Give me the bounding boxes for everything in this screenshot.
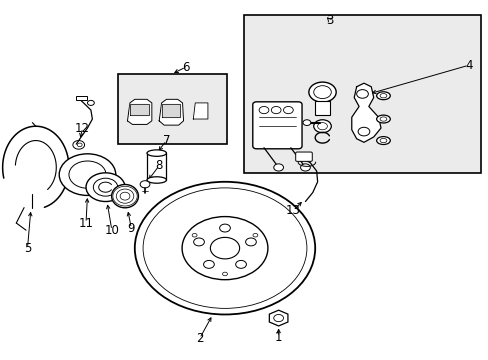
Circle shape (140, 181, 150, 188)
Circle shape (193, 238, 204, 246)
Bar (244, 15, 480, 173)
Text: 2: 2 (196, 332, 203, 345)
Circle shape (313, 120, 330, 133)
Text: 12: 12 (75, 122, 90, 135)
Bar (76, 96, 87, 100)
Circle shape (356, 90, 367, 98)
Bar (118, 74, 227, 144)
Text: 3: 3 (325, 14, 333, 27)
Circle shape (300, 164, 310, 171)
Text: 4: 4 (464, 59, 471, 72)
Circle shape (143, 188, 306, 309)
Circle shape (135, 182, 315, 315)
Circle shape (87, 100, 94, 105)
Circle shape (313, 86, 330, 99)
Ellipse shape (147, 177, 166, 183)
Ellipse shape (379, 138, 386, 143)
Circle shape (86, 173, 125, 202)
Circle shape (357, 127, 369, 136)
Polygon shape (127, 99, 152, 125)
Polygon shape (130, 104, 149, 116)
Circle shape (192, 233, 197, 237)
Circle shape (219, 224, 230, 232)
Circle shape (252, 233, 257, 237)
Circle shape (271, 107, 281, 114)
Text: 7: 7 (163, 134, 170, 147)
Circle shape (273, 315, 283, 321)
Circle shape (308, 82, 335, 102)
Circle shape (93, 178, 118, 196)
Text: 10: 10 (104, 224, 119, 237)
Text: 13: 13 (285, 204, 300, 217)
Text: 9: 9 (127, 222, 135, 235)
Circle shape (303, 120, 310, 126)
Ellipse shape (111, 184, 138, 208)
Polygon shape (161, 104, 180, 117)
Circle shape (222, 272, 227, 276)
Ellipse shape (376, 136, 389, 144)
Text: 8: 8 (155, 159, 163, 172)
Circle shape (59, 154, 116, 195)
Circle shape (245, 238, 256, 246)
Circle shape (259, 107, 268, 114)
Polygon shape (351, 83, 380, 142)
Polygon shape (159, 99, 183, 125)
Text: 11: 11 (79, 216, 93, 230)
Circle shape (235, 260, 246, 268)
Ellipse shape (147, 150, 166, 156)
Circle shape (77, 143, 82, 147)
FancyBboxPatch shape (252, 102, 302, 149)
Text: 1: 1 (274, 330, 282, 343)
Circle shape (182, 217, 267, 280)
FancyBboxPatch shape (295, 152, 312, 161)
Circle shape (273, 164, 283, 171)
Ellipse shape (376, 115, 389, 123)
Ellipse shape (379, 117, 386, 121)
Bar (315, 101, 329, 116)
Text: 5: 5 (24, 242, 31, 255)
Circle shape (210, 237, 239, 259)
Ellipse shape (376, 92, 389, 100)
Text: 6: 6 (182, 60, 189, 73)
Circle shape (317, 123, 327, 130)
Polygon shape (193, 103, 207, 119)
Circle shape (69, 161, 106, 188)
Circle shape (283, 107, 293, 114)
Circle shape (203, 260, 214, 268)
Ellipse shape (379, 94, 386, 98)
